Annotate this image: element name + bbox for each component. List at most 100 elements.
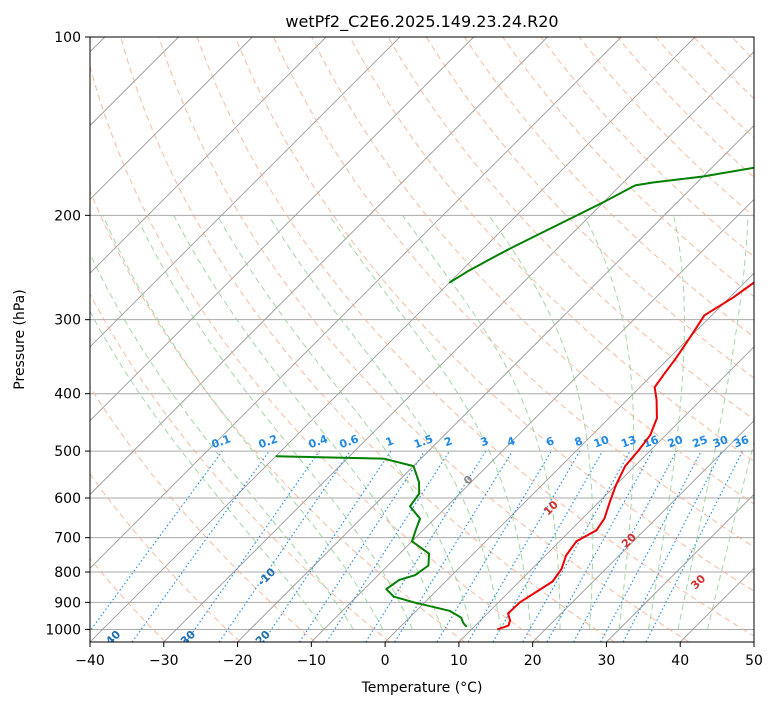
y-tick-label: 1000 bbox=[45, 622, 81, 638]
x-tick-label: 30 bbox=[598, 653, 616, 669]
isotherm-line bbox=[753, 641, 754, 642]
moist-adiabat-line bbox=[402, 215, 561, 630]
moist-adiabat-line bbox=[583, 215, 635, 630]
dry-adiabat-line bbox=[578, 37, 754, 218]
y-axis-label: Pressure (hPa) bbox=[12, 289, 28, 389]
y-tick-label: 800 bbox=[54, 565, 81, 581]
x-tick-label: 0 bbox=[381, 653, 390, 669]
isotherm-line bbox=[90, 37, 696, 642]
moist-adiabat-label: 10 bbox=[541, 498, 561, 518]
dry-adiabat-line bbox=[311, 37, 754, 505]
mixing-ratio-label: 0.6 bbox=[338, 432, 361, 451]
mixing-ratio-line bbox=[546, 450, 653, 642]
isotherm-line bbox=[163, 51, 754, 642]
dewpoint-profile-line bbox=[448, 166, 754, 284]
profile-series bbox=[275, 166, 754, 631]
y-tick-label: 700 bbox=[54, 531, 81, 547]
mixing-ratio-label: 13 bbox=[619, 433, 638, 450]
moist-adiabat-line bbox=[328, 215, 531, 630]
dry-adiabat-line bbox=[120, 37, 615, 642]
isotherm-line bbox=[311, 198, 754, 642]
mixing-ratio-label: 16 bbox=[642, 433, 661, 451]
y-tick-label: 200 bbox=[54, 208, 81, 224]
mixing-ratio-label: 1.5 bbox=[412, 432, 435, 451]
moist-adiabat-line bbox=[90, 310, 325, 630]
y-tick-label: 400 bbox=[54, 387, 81, 403]
dry-adiabat-line bbox=[731, 37, 754, 61]
plot-frame bbox=[89, 36, 755, 643]
mixing-ratio-label: 1 bbox=[384, 434, 396, 449]
mixing-ratio-label: 3 bbox=[479, 434, 491, 449]
moist-adiabat-label: 30 bbox=[688, 572, 708, 592]
dry-adiabat-line bbox=[196, 37, 754, 637]
dry-adiabat-line bbox=[90, 292, 391, 642]
mixing-ratio-line bbox=[436, 450, 552, 642]
y-tick-label: 100 bbox=[54, 30, 81, 46]
x-tick-label: 50 bbox=[745, 653, 763, 669]
moist-adiabat-line bbox=[135, 215, 413, 630]
background-lines bbox=[90, 37, 754, 642]
mixing-ratio-line bbox=[218, 450, 351, 642]
isotherm-line bbox=[90, 37, 622, 569]
isotherm-line bbox=[237, 124, 754, 642]
axes: −40 −30 −20 −10 0 10 20 30 40 5010020030040050060… bbox=[45, 30, 763, 669]
isotherm-line bbox=[458, 346, 754, 642]
isotherm-line bbox=[90, 37, 401, 348]
background-labels: -40-30-20-100102030400.10.20.40.611.5234… bbox=[100, 432, 751, 651]
dry-adiabat-line bbox=[158, 37, 690, 642]
mixing-ratio-label: 6 bbox=[544, 434, 556, 449]
mixing-ratio-label: 0.1 bbox=[210, 432, 233, 451]
moist-adiabat-line bbox=[488, 215, 594, 630]
isotherm-line bbox=[90, 37, 474, 422]
dry-adiabat-line bbox=[464, 37, 754, 338]
dry-adiabat-label: -40 bbox=[100, 628, 123, 651]
moist-adiabat-line bbox=[707, 440, 754, 630]
mixing-ratio-label: 4 bbox=[505, 434, 517, 449]
x-tick-label: −40 bbox=[75, 653, 105, 669]
y-tick-label: 500 bbox=[54, 444, 81, 460]
y-tick-label: 300 bbox=[54, 313, 81, 329]
mixing-ratio-line bbox=[467, 450, 581, 642]
moist-adiabat-line bbox=[173, 215, 443, 630]
x-tick-label: 40 bbox=[671, 653, 689, 669]
isotherm-line bbox=[90, 37, 548, 496]
mixing-ratio-line bbox=[90, 450, 223, 632]
mixing-ratio-label: 0.4 bbox=[307, 432, 330, 451]
dry-adiabat-line bbox=[425, 37, 754, 379]
dry-adiabat-line bbox=[90, 189, 465, 642]
isotherm-line bbox=[679, 567, 754, 642]
mixing-ratio-line bbox=[522, 450, 631, 642]
mixing-ratio-label: 8 bbox=[573, 434, 585, 449]
dry-adiabat-line bbox=[90, 473, 241, 642]
moist-adiabat-line bbox=[90, 252, 354, 630]
isotherm-line bbox=[90, 37, 327, 274]
y-tick-label: 600 bbox=[54, 491, 81, 507]
x-tick-label: 20 bbox=[524, 653, 542, 669]
mixing-ratio-line bbox=[325, 450, 450, 642]
moist-adiabat-label: 20 bbox=[619, 530, 639, 550]
mixing-ratio-label: 2 bbox=[442, 434, 454, 449]
x-tick-label: −20 bbox=[223, 653, 253, 669]
mixing-ratio-label: 25 bbox=[691, 433, 710, 450]
isotherm-line bbox=[606, 493, 754, 642]
dry-adiabat-line bbox=[90, 64, 540, 642]
dry-adiabat-line bbox=[387, 37, 754, 421]
dry-adiabat-line bbox=[693, 37, 754, 100]
mixing-ratio-label: 10 bbox=[592, 433, 611, 451]
chart-title: wetPf2_C2E6.2025.149.23.24.R20 bbox=[285, 12, 558, 32]
mixing-ratio-label: 0.2 bbox=[257, 432, 280, 451]
dry-adiabat-line bbox=[502, 37, 754, 298]
dry-adiabat-line bbox=[273, 37, 754, 548]
x-tick-label: −30 bbox=[149, 653, 179, 669]
mixing-ratio-line bbox=[394, 450, 513, 642]
x-axis-label: Temperature (°C) bbox=[361, 680, 483, 696]
dry-adiabat-line bbox=[234, 37, 754, 592]
x-tick-label: −10 bbox=[297, 653, 327, 669]
y-tick-label: 900 bbox=[54, 595, 81, 611]
mixing-ratio-line bbox=[622, 450, 723, 642]
dry-adiabat-line bbox=[655, 37, 754, 139]
moist-adiabat-line bbox=[102, 215, 384, 630]
dry-adiabat-line bbox=[90, 385, 316, 642]
dry-adiabat-label: -30 bbox=[175, 628, 198, 651]
x-tick-label: 10 bbox=[450, 653, 468, 669]
